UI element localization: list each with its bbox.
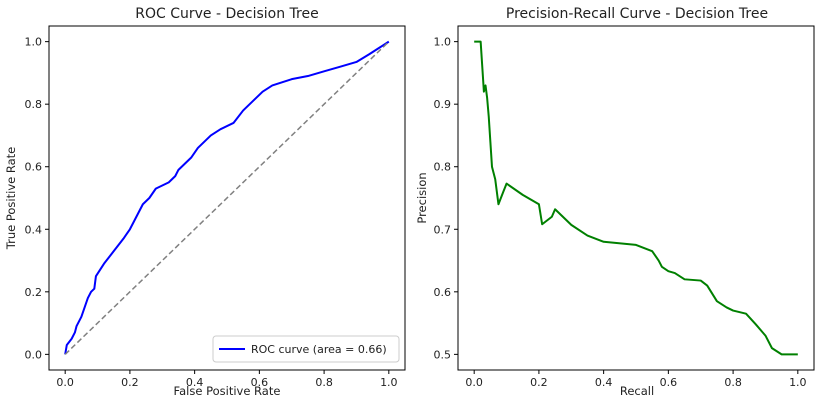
pr-y-tick-label: 0.5 xyxy=(434,348,452,361)
pr-plot-frame xyxy=(457,25,815,371)
roc-y-tick-label: 1.0 xyxy=(25,36,43,49)
roc-y-tick-label: 0.8 xyxy=(25,98,43,111)
pr-y-tick-label: 0.6 xyxy=(434,286,452,299)
pr-y-tick-label: 0.8 xyxy=(434,161,452,174)
pr-x-tick-label: 1.0 xyxy=(789,376,807,389)
pr-x-axis-label: Recall xyxy=(620,384,654,398)
pr-x-tick-label: 0.4 xyxy=(595,376,613,389)
roc-x-tick-label: 0.6 xyxy=(251,376,269,389)
roc-y-tick-label: 0.6 xyxy=(25,161,43,174)
roc-y-tick-label: 0.4 xyxy=(25,223,43,236)
roc-x-axis-label: False Positive Rate xyxy=(174,384,281,398)
pr-x-tick-label: 0.8 xyxy=(724,376,742,389)
roc-panel: ROC Curve - Decision Tree 0.0 0.2 0.4 0.6 0.… xyxy=(4,6,406,398)
roc-x-tick-label: 0.4 xyxy=(186,376,204,389)
roc-x-tick-label: 1.0 xyxy=(380,376,398,389)
roc-x-tick-label: 0.0 xyxy=(56,376,74,389)
roc-curve-line xyxy=(64,40,390,355)
roc-chance-diagonal-line xyxy=(64,41,390,355)
roc-y-tick-label: 0.2 xyxy=(25,286,43,299)
pr-title: Precision-Recall Curve - Decision Tree xyxy=(506,6,768,22)
roc-legend-box xyxy=(212,335,400,363)
roc-x-tick-label: 0.2 xyxy=(121,376,139,389)
roc-plot-frame xyxy=(48,25,406,371)
roc-title: ROC Curve - Decision Tree xyxy=(135,6,318,22)
pr-y-axis-label: Precision xyxy=(415,172,429,223)
roc-legend: ROC curve (area = 0.66) xyxy=(212,335,400,363)
pr-y-tick-label: 0.9 xyxy=(434,98,452,111)
pr-y-tick-label: 0.7 xyxy=(434,223,452,236)
roc-y-tick-label: 0.0 xyxy=(25,348,43,361)
roc-legend-label: ROC curve (area = 0.66) xyxy=(251,343,387,356)
pr-panel: Precision-Recall Curve - Decision Tree 0… xyxy=(415,6,815,398)
pr-curve-line xyxy=(474,40,798,356)
pr-x-tick-label: 0.2 xyxy=(530,376,548,389)
pr-x-tick-label: 0.6 xyxy=(660,376,678,389)
roc-y-axis-label: True Positive Rate xyxy=(4,147,18,250)
roc-x-tick-label: 0.8 xyxy=(315,376,333,389)
pr-x-tick-label: 0.0 xyxy=(465,376,483,389)
pr-y-tick-label: 1.0 xyxy=(434,36,452,49)
